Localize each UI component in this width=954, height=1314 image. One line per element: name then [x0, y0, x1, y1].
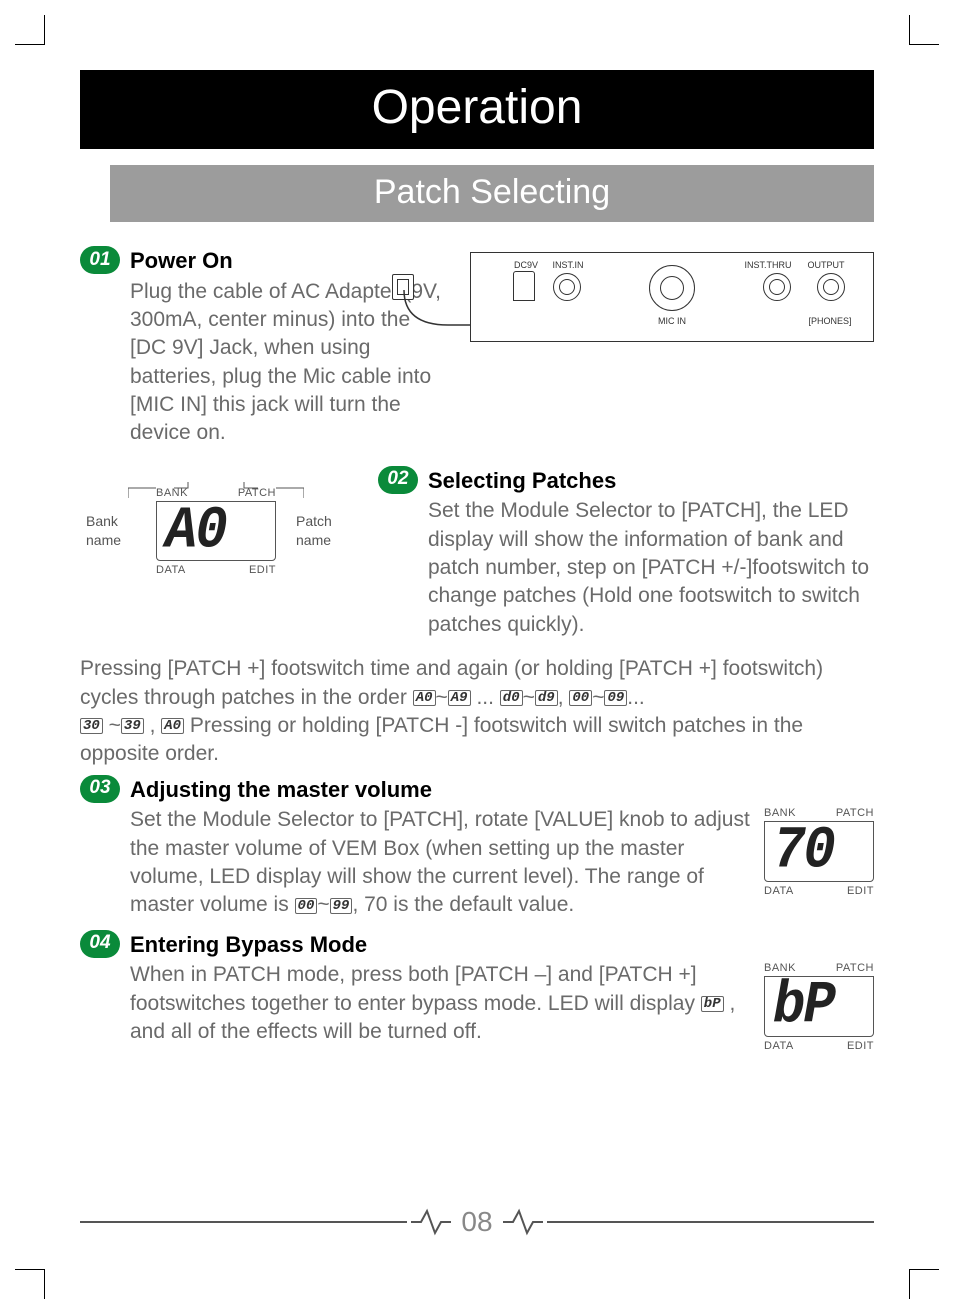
label-instin: INST.IN [543, 259, 593, 271]
device-diagram-wrap: DC9V INST.IN MIC IN INST.THRU OUTPUT [PH… [470, 246, 874, 458]
step-body: Set the Module Selector to [PATCH], the … [428, 497, 874, 639]
sep: , [150, 714, 156, 737]
device-diagram: DC9V INST.IN MIC IN INST.THRU OUTPUT [PH… [470, 252, 874, 342]
page-footer: 08 [80, 1206, 874, 1238]
sep: ~ [436, 686, 448, 709]
mini-lcd: A0 [161, 718, 184, 734]
patch-name-label: Patch name [296, 512, 346, 550]
mini-lcd: d9 [535, 690, 558, 706]
lcd-label-patch: PATCH [836, 961, 874, 976]
mini-lcd: 00 [569, 690, 592, 706]
lcd-box: A0 [156, 501, 276, 562]
dc-jack-icon [513, 271, 535, 301]
step-03: 03 Adjusting the master volume Set the M… [80, 775, 874, 920]
step-badge: 02 [378, 466, 418, 494]
lcd-label-data: DATA [764, 1039, 794, 1054]
mini-lcd: d0 [500, 690, 523, 706]
text: Pressing or holding [PATCH -] footswitch… [80, 714, 803, 765]
sep: , [558, 686, 564, 709]
sep: ... [476, 686, 494, 709]
label-output: OUTPUT [801, 259, 851, 271]
mini-lcd: 00 [295, 898, 318, 914]
subtitle-bar: Patch Selecting [110, 165, 874, 222]
step-heading: Selecting Patches [428, 466, 874, 496]
bracket-lines [128, 482, 304, 502]
lcd-label-data: DATA [156, 563, 186, 578]
lcd-bp: BANK PATCH bP DATA EDIT [764, 961, 874, 1053]
mini-lcd: bP [701, 996, 724, 1012]
page-number: 08 [455, 1206, 498, 1238]
sep: ~ [592, 686, 604, 709]
crop-mark [15, 1269, 45, 1299]
mini-lcd: 99 [330, 898, 353, 914]
text: , 70 is the default value. [352, 893, 574, 916]
text: When in PATCH mode, press both [PATCH –]… [130, 963, 701, 1014]
mini-lcd: A9 [448, 690, 471, 706]
crop-mark [909, 15, 939, 45]
lcd-label-data: DATA [764, 884, 794, 899]
label-micin: MIC IN [647, 315, 697, 327]
patch-cycle-paragraph: Pressing [PATCH +] footswitch time and a… [80, 655, 874, 768]
bank-diagram: Bank name Patch name BANK PATCH A0 DATA … [86, 486, 346, 578]
label-phones: [PHONES] [805, 315, 855, 327]
step-badge: 01 [80, 246, 120, 274]
lcd-label-edit: EDIT [249, 563, 276, 578]
sep: ~ [109, 714, 121, 737]
step-heading: Entering Bypass Mode [130, 930, 874, 960]
jack-micin [649, 265, 695, 311]
title-bar: Operation [80, 70, 874, 149]
jack-output [817, 273, 845, 301]
label-instthru: INST.THRU [743, 259, 793, 271]
step-badge: 04 [80, 930, 120, 958]
heartbeat-icon [411, 1207, 451, 1237]
step-body: When in PATCH mode, press both [PATCH –]… [130, 961, 750, 1046]
step-heading: Adjusting the master volume [130, 775, 874, 805]
lcd-label-patch: PATCH [836, 806, 874, 821]
sep: ... [627, 686, 645, 709]
jack-instin [553, 273, 581, 301]
lcd-digits: bP [771, 978, 867, 1036]
crop-mark [15, 15, 45, 45]
mini-lcd: A0 [413, 690, 436, 706]
footer-line [80, 1221, 407, 1223]
sep: ~ [317, 893, 329, 916]
footer-line [547, 1221, 874, 1223]
step-04: 04 Entering Bypass Mode When in PATCH mo… [80, 930, 874, 1054]
crop-mark [909, 1269, 939, 1299]
bank-name-label: Bank name [86, 512, 136, 550]
jack-instthru [763, 273, 791, 301]
lcd-70: BANK PATCH 70 DATA EDIT [764, 806, 874, 898]
step-body: Set the Module Selector to [PATCH], rota… [130, 806, 750, 919]
mini-lcd: 30 [80, 718, 103, 734]
content: 01 Power On Plug the cable of AC Adapter… [80, 246, 874, 1054]
lcd-digits: A0 [163, 503, 269, 561]
mini-lcd: 09 [604, 690, 627, 706]
sep: ~ [523, 686, 535, 709]
mini-lcd: 39 [121, 718, 144, 734]
step-02: 02 Selecting Patches Set the Module Sele… [378, 466, 874, 639]
step-badge: 03 [80, 775, 120, 803]
lcd-label-edit: EDIT [847, 884, 874, 899]
lcd-label-edit: EDIT [847, 1039, 874, 1054]
page: Operation Patch Selecting 01 Power On Pl… [80, 70, 874, 1244]
heartbeat-icon [503, 1207, 543, 1237]
lcd-digits: 70 [771, 823, 867, 881]
